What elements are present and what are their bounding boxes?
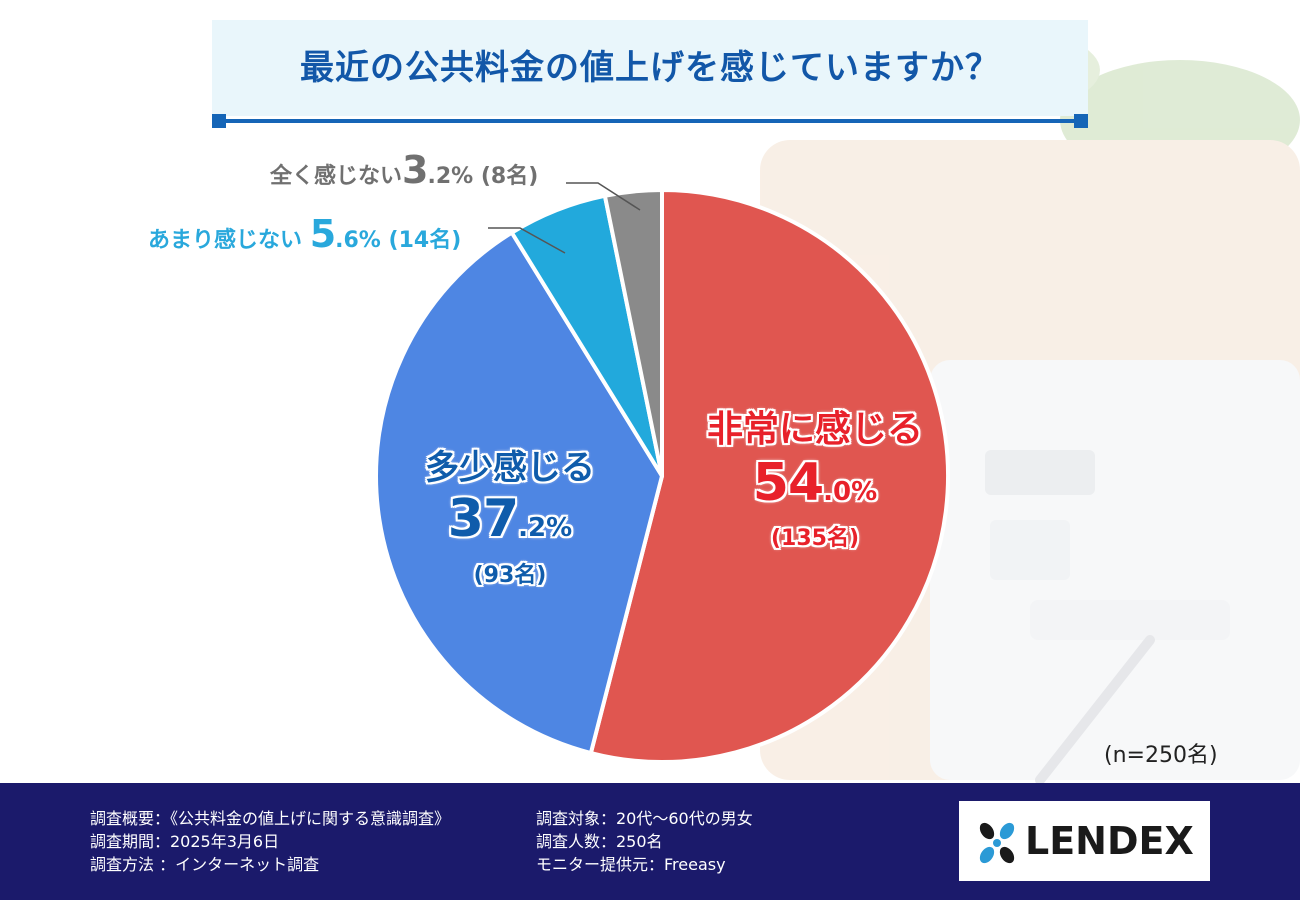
footer-line: 調査概要：《公共料金の値上げに関する意識調査》 [90,809,451,828]
title-banner: 最近の公共料金の値上げを感じていますか？ [212,20,1088,128]
percent-integer: 54 [752,453,824,513]
footer-line: 調査方法 ：インターネット調査 [90,855,320,874]
title-underline [216,119,1084,123]
logo-mark-icon [979,822,1015,864]
slice-label-name: あまり感じない [148,228,303,253]
footer-line: 調査人数：250名 [536,832,663,851]
percent-integer: 3 [402,148,428,192]
slice-label-percent: 37.2% [325,491,695,559]
slice-label-count: (8名) [480,164,539,189]
percent-decimal: .6% [335,228,381,253]
percent-decimal: .0% [823,477,878,507]
leader-line-not-at-all [566,182,641,211]
pie-slice-not-at-all [602,188,664,478]
footer-target-info: 調査対象：20代〜60代の男女 調査人数：250名 モニター提供元：Freeas… [536,807,753,876]
slice-label-rarely: あまり感じない 5.6% (14名) [148,212,461,256]
slice-label-name: 全く感じない [270,164,403,189]
footer-survey-info: 調査概要：《公共料金の値上げに関する意識調査》 調査期間：2025年3月6日 調… [90,807,450,876]
slice-label-count: (135名) [770,526,860,551]
slice-label-percent: 54.0% [620,454,1010,524]
slice-label-somewhat: 多少感じる 37.2% (93名) [325,440,695,589]
leader-line-rarely [488,227,566,254]
slice-label-count: (14名) [388,228,462,253]
footer-line: 調査期間：2025年3月6日 [90,832,280,851]
lendex-logo: LENDEX [959,801,1210,881]
slice-label-not-at-all: 全く感じない3.2% (8名) [270,148,538,192]
percent-decimal: .2% [427,164,474,189]
percent-decimal: .2% [518,513,573,543]
footer: 調査概要：《公共料金の値上げに関する意識調査》 調査期間：2025年3月6日 調… [0,783,1300,900]
title-underline-cap-right [1074,114,1088,128]
title-panel [212,20,1088,116]
slice-label-very-much: 非常に感じる 54.0% (135名) [620,400,1010,552]
pie-chart [374,182,951,764]
percent-integer: 5 [309,212,336,256]
slice-label-name: 非常に感じる [706,409,923,450]
logo-text: LENDEX [1025,819,1194,863]
sample-size-label: (n=250名) [1104,743,1218,768]
footer-line: 調査対象：20代〜60代の男女 [536,809,753,828]
slice-label-count: (93名) [473,563,547,588]
slice-label-name: 多少感じる [425,448,595,488]
percent-integer: 37 [447,489,519,549]
footer-line: モニター提供元：Freeasy [536,855,726,874]
chart-title: 最近の公共料金の値上げを感じていますか？ [300,48,1000,88]
title-underline-cap-left [212,114,226,128]
pie-slice-very-much [588,188,951,764]
